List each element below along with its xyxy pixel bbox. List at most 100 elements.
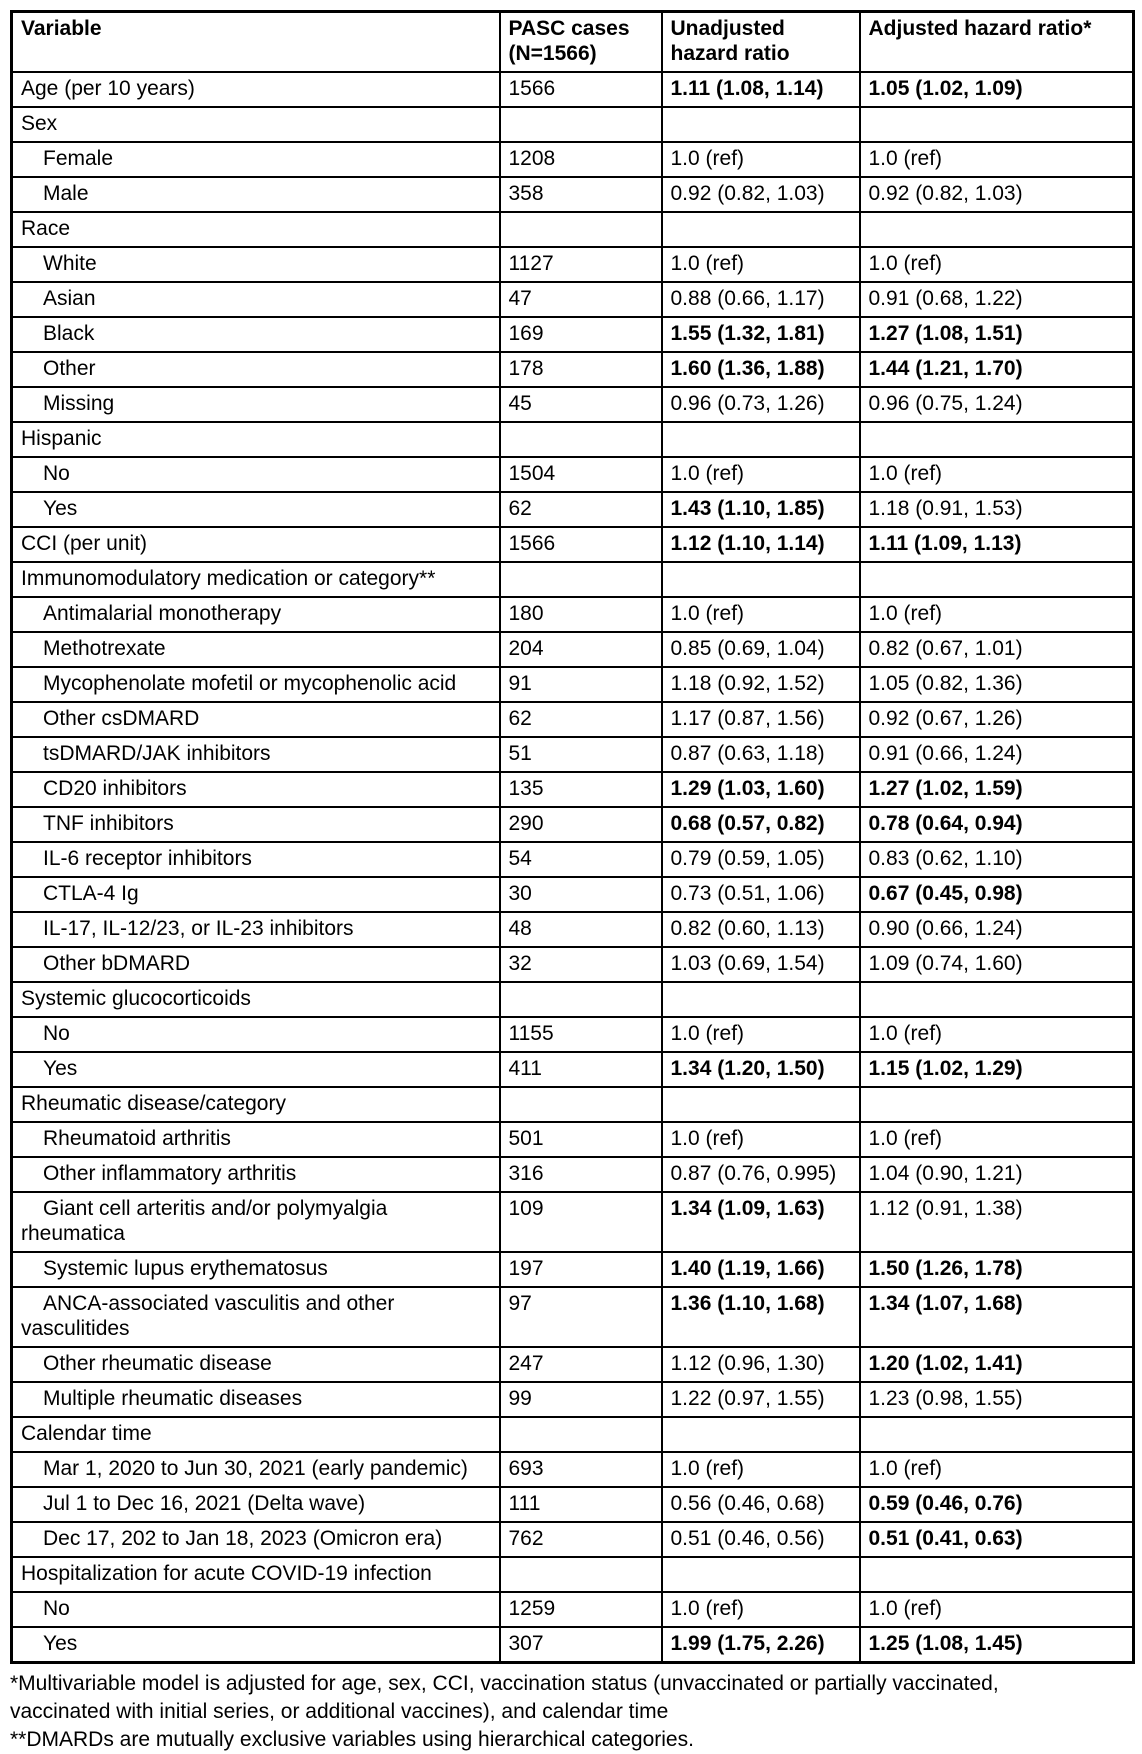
section-row: Hospitalization for acute COVID-19 infec… (10, 1556, 1135, 1593)
adjusted-hr-cell: 1.12 (0.91, 1.38) (858, 1191, 1135, 1253)
cases-cell: 1504 (498, 456, 663, 493)
unadjusted-hr-cell: 1.18 (0.92, 1.52) (660, 666, 861, 703)
cases-cell (498, 106, 663, 143)
table-row: White 1127 1.0 (ref) 1.0 (ref) (10, 246, 1135, 283)
variable-cell: Systemic lupus erythematosus (10, 1251, 501, 1288)
variable-cell: Yes (10, 1051, 501, 1088)
adjusted-hr-cell: 0.92 (0.67, 1.26) (858, 701, 1135, 738)
variable-cell: Multiple rheumatic diseases (10, 1381, 501, 1418)
unadjusted-hr-cell: 1.60 (1.36, 1.88) (660, 351, 861, 388)
unadjusted-hr-cell: 0.73 (0.51, 1.06) (660, 876, 861, 913)
variable-cell: Missing (10, 386, 501, 423)
cases-cell: 358 (498, 176, 663, 213)
table-row: Jul 1 to Dec 16, 2021 (Delta wave) 111 0.5… (10, 1486, 1135, 1523)
cases-cell: 99 (498, 1381, 663, 1418)
unadjusted-hr-cell: 1.99 (1.75, 2.26) (660, 1626, 861, 1664)
cases-cell: 307 (498, 1626, 663, 1664)
variable-cell: Other (10, 351, 501, 388)
variable-cell: Rheumatoid arthritis (10, 1121, 501, 1158)
adjusted-hr-cell: 0.59 (0.46, 0.76) (858, 1486, 1135, 1523)
variable-cell: Yes (10, 1626, 501, 1664)
cases-cell: 290 (498, 806, 663, 843)
cases-cell: 1259 (498, 1591, 663, 1628)
adjusted-hr-cell: 1.04 (0.90, 1.21) (858, 1156, 1135, 1193)
unadjusted-hr-cell: 1.34 (1.20, 1.50) (660, 1051, 861, 1088)
table-row: Yes 411 1.34 (1.20, 1.50) 1.15 (1.02, 1.29) (10, 1051, 1135, 1088)
variable-cell: Systemic glucocorticoids (10, 981, 501, 1018)
unadjusted-hr-cell (660, 211, 861, 248)
cases-cell (498, 1556, 663, 1593)
variable-cell: Antimalarial monotherapy (10, 596, 501, 633)
unadjusted-hr-cell: 0.87 (0.63, 1.18) (660, 736, 861, 773)
cases-cell: 1127 (498, 246, 663, 283)
unadjusted-hr-cell: 1.34 (1.09, 1.63) (660, 1191, 861, 1253)
unadjusted-hr-cell: 1.29 (1.03, 1.60) (660, 771, 861, 808)
variable-cell: Age (per 10 years) (10, 71, 501, 108)
cases-cell: 135 (498, 771, 663, 808)
table-row: Female 1208 1.0 (ref) 1.0 (ref) (10, 141, 1135, 178)
cases-cell: 30 (498, 876, 663, 913)
column-header: Unadjusted hazard ratio (660, 10, 861, 73)
adjusted-hr-cell: 1.0 (ref) (858, 1451, 1135, 1488)
table-body: Age (per 10 years) 1566 1.11 (1.08, 1.14) 1… (10, 71, 1135, 1664)
cases-cell: 48 (498, 911, 663, 948)
adjusted-hr-cell: 0.92 (0.82, 1.03) (858, 176, 1135, 213)
section-row: Sex (10, 106, 1135, 143)
adjusted-hr-cell: 1.0 (ref) (858, 456, 1135, 493)
adjusted-hr-cell: 0.83 (0.62, 1.10) (858, 841, 1135, 878)
table-row: Missing 45 0.96 (0.73, 1.26) 0.96 (0.75, 1.… (10, 386, 1135, 423)
variable-cell: Asian (10, 281, 501, 318)
unadjusted-hr-cell: 1.55 (1.32, 1.81) (660, 316, 861, 353)
variable-cell: Other bDMARD (10, 946, 501, 983)
variable-cell: Sex (10, 106, 501, 143)
cases-cell: 178 (498, 351, 663, 388)
unadjusted-hr-cell: 1.0 (ref) (660, 456, 861, 493)
section-row: Systemic glucocorticoids (10, 981, 1135, 1018)
cases-cell: 45 (498, 386, 663, 423)
cases-cell: 247 (498, 1346, 663, 1383)
cases-cell: 51 (498, 736, 663, 773)
table-row: No 1155 1.0 (ref) 1.0 (ref) (10, 1016, 1135, 1053)
variable-cell: Female (10, 141, 501, 178)
column-header: PASC cases (N=1566) (498, 10, 663, 73)
variable-cell: ANCA-associated vasculitis and other vas… (10, 1286, 501, 1348)
cases-cell: 501 (498, 1121, 663, 1158)
unadjusted-hr-cell: 0.51 (0.46, 0.56) (660, 1521, 861, 1558)
unadjusted-hr-cell (660, 981, 861, 1018)
variable-cell: Calendar time (10, 1416, 501, 1453)
header-row: Variable PASC cases (N=1566) Unadjusted ha… (10, 10, 1135, 73)
variable-cell: No (10, 1016, 501, 1053)
table-row: No 1504 1.0 (ref) 1.0 (ref) (10, 456, 1135, 493)
variable-cell: Methotrexate (10, 631, 501, 668)
unadjusted-hr-cell: 1.40 (1.19, 1.66) (660, 1251, 861, 1288)
adjusted-hr-cell: 1.0 (ref) (858, 596, 1135, 633)
adjusted-hr-cell: 0.67 (0.45, 0.98) (858, 876, 1135, 913)
cases-cell: 62 (498, 701, 663, 738)
adjusted-hr-cell: 1.20 (1.02, 1.41) (858, 1346, 1135, 1383)
unadjusted-hr-cell: 1.0 (ref) (660, 1121, 861, 1158)
adjusted-hr-cell: 1.15 (1.02, 1.29) (858, 1051, 1135, 1088)
variable-cell: Male (10, 176, 501, 213)
cases-cell: 169 (498, 316, 663, 353)
table-row: Giant cell arteritis and/or polymyalgia … (10, 1191, 1135, 1253)
unadjusted-hr-cell: 0.92 (0.82, 1.03) (660, 176, 861, 213)
variable-cell: Giant cell arteritis and/or polymyalgia … (10, 1191, 501, 1253)
variable-cell: Race (10, 211, 501, 248)
adjusted-hr-cell: 0.91 (0.68, 1.22) (858, 281, 1135, 318)
adjusted-hr-cell: 1.0 (ref) (858, 141, 1135, 178)
table-row: Systemic lupus erythematosus 197 1.40 (1.1… (10, 1251, 1135, 1288)
unadjusted-hr-cell (660, 421, 861, 458)
variable-cell: Mar 1, 2020 to Jun 30, 2021 (early pande… (10, 1451, 501, 1488)
unadjusted-hr-cell: 1.0 (ref) (660, 1016, 861, 1053)
cases-cell: 204 (498, 631, 663, 668)
variable-cell: TNF inhibitors (10, 806, 501, 843)
table-row: Other bDMARD 32 1.03 (0.69, 1.54) 1.09 (0.7… (10, 946, 1135, 983)
adjusted-hr-cell: 1.23 (0.98, 1.55) (858, 1381, 1135, 1418)
cases-cell: 762 (498, 1521, 663, 1558)
variable-cell: Dec 17, 202 to Jan 18, 2023 (Omicron era… (10, 1521, 501, 1558)
variable-cell: White (10, 246, 501, 283)
variable-cell: Mycophenolate mofetil or mycophenolic ac… (10, 666, 501, 703)
cases-cell: 1208 (498, 141, 663, 178)
cases-cell: 1566 (498, 71, 663, 108)
